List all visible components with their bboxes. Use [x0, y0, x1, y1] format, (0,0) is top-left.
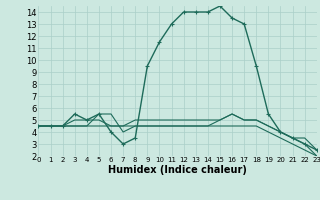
X-axis label: Humidex (Indice chaleur): Humidex (Indice chaleur) — [108, 165, 247, 175]
